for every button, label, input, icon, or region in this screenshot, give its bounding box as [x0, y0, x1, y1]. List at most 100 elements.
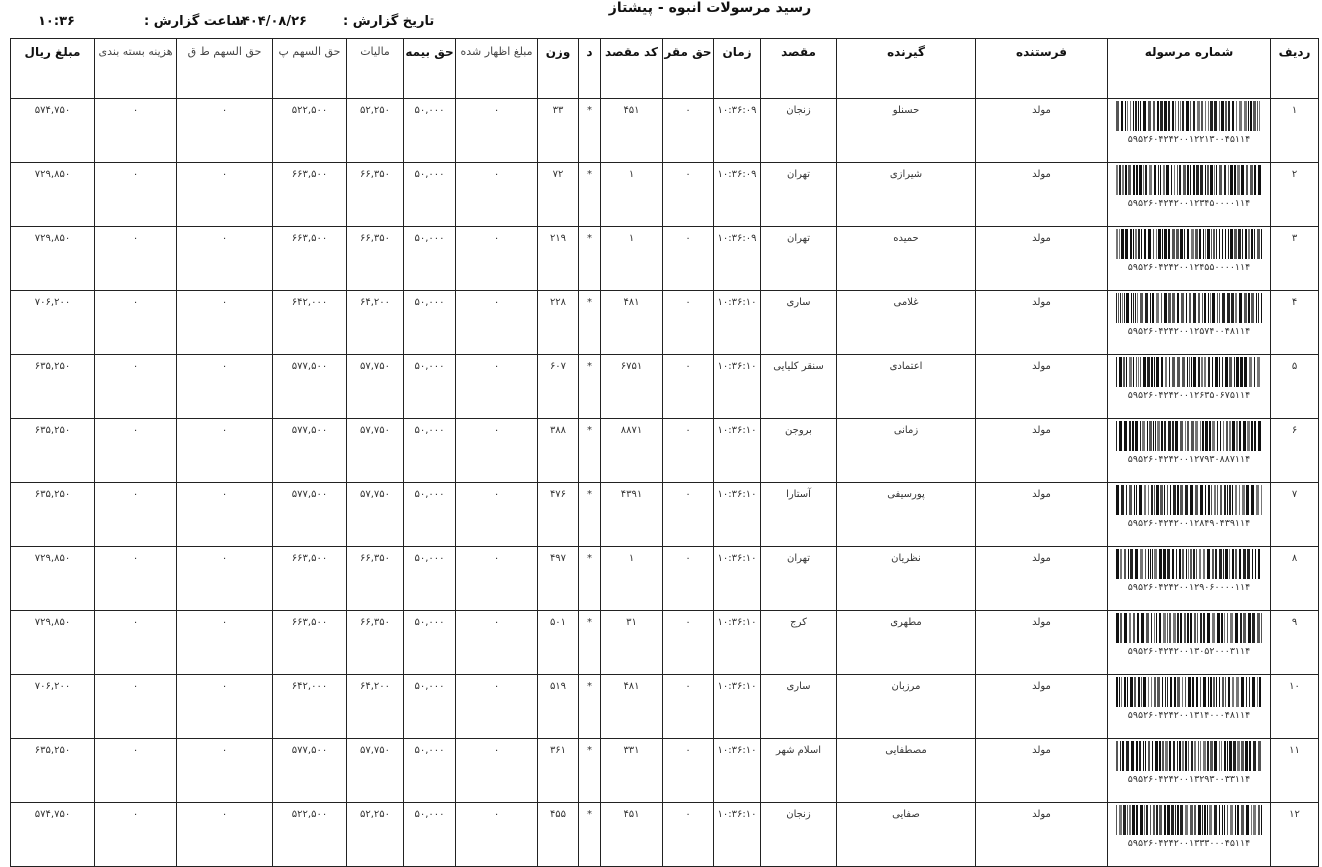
shipment-number: ۵۹۵۲۶۰۴۲۴۲۰۰۱۳۱۴۰۰۰۴۸۱۱۴ [1127, 710, 1251, 721]
cell-tax: ۶۶,۳۵۰ [346, 226, 404, 291]
barcode-bar [1214, 165, 1215, 195]
barcode-bar [1185, 421, 1186, 451]
barcode-bar [1252, 549, 1253, 579]
barcode-bar [1145, 165, 1147, 195]
barcode-bar [1167, 549, 1170, 579]
barcode-bar [1228, 677, 1230, 707]
cell-time: ۱۰:۳۶:۱۰ [713, 290, 761, 355]
barcode-bar [1244, 357, 1247, 387]
report-time-label: ساعت گزارش : [144, 14, 245, 29]
shipment-barcode-cell: ۵۹۵۲۶۰۴۲۴۲۰۰۱۲۲۱۳۰۰۴۵۱۱۴ [1107, 98, 1271, 163]
barcode-bar [1144, 485, 1146, 515]
barcode-bar [1140, 101, 1141, 131]
cell-time: ۱۰:۳۶:۱۰ [713, 802, 761, 867]
barcode-bar [1139, 165, 1142, 195]
barcode-bar [1220, 421, 1221, 451]
barcode-bar [1135, 549, 1138, 579]
cell-tax: ۵۲,۲۵۰ [346, 98, 404, 163]
barcode-bar [1174, 677, 1176, 707]
cell-dest: تهران [760, 546, 837, 611]
column-header: هزینه بسته بندی [94, 38, 177, 99]
barcode-bar [1177, 485, 1179, 515]
cell-time: ۱۰:۳۶:۱۰ [713, 546, 761, 611]
cell-share_p: ۵۲۲,۵۰۰ [272, 98, 347, 163]
cell-time: ۱۰:۳۶:۱۰ [713, 418, 761, 483]
barcode-bar [1258, 165, 1261, 195]
barcode-bar [1240, 357, 1243, 387]
cell-share_tq: ۰ [176, 802, 273, 867]
barcode-bar [1200, 677, 1201, 707]
barcode-bar [1219, 101, 1220, 131]
barcode-bar [1250, 101, 1252, 131]
barcode-bar [1175, 421, 1178, 451]
barcode-bar [1120, 613, 1122, 643]
barcode-bar [1120, 549, 1122, 579]
barcode-bar [1242, 485, 1245, 515]
barcode-bar [1138, 101, 1139, 131]
barcode-bar [1261, 805, 1262, 835]
cell-insurance: ۵۰,۰۰۰ [403, 546, 456, 611]
barcode-bar [1239, 293, 1242, 323]
barcode-bar [1227, 293, 1230, 323]
barcode-bar [1203, 677, 1206, 707]
cell-tax: ۶۶,۳۵۰ [346, 610, 404, 675]
barcode-bar [1134, 485, 1135, 515]
barcode-bar [1236, 101, 1237, 131]
barcode-bar [1194, 805, 1196, 835]
cell-packing: ۰ [94, 610, 177, 675]
barcode-bar [1140, 549, 1143, 579]
cell-share_p: ۵۷۷,۵۰۰ [272, 418, 347, 483]
shipment-barcode-cell: ۵۹۵۲۶۰۴۲۴۲۰۰۱۲۶۳۵۰۶۷۵۱۱۴ [1107, 354, 1271, 419]
barcode-bar [1191, 357, 1192, 387]
barcode-bar [1219, 549, 1222, 579]
barcode-bar [1208, 485, 1210, 515]
barcode-bar [1135, 229, 1137, 259]
barcode-bar [1216, 229, 1217, 259]
cell-n: ۷ [1270, 482, 1319, 547]
barcode-bar [1172, 549, 1174, 579]
barcode-bar [1186, 293, 1187, 323]
cell-weight: ۵۱۹ [537, 674, 579, 739]
column-header: فرستنده [975, 38, 1108, 99]
barcode-bar [1222, 677, 1224, 707]
barcode-bar [1156, 613, 1157, 643]
barcode-bar [1249, 677, 1250, 707]
barcode-bar [1202, 805, 1203, 835]
barcode-image [1116, 677, 1261, 707]
cell-n: ۳ [1270, 226, 1319, 291]
shipment-number: ۵۹۵۲۶۰۴۲۴۲۰۰۱۲۴۵۵۰۰۰۰۱۱۴ [1127, 262, 1251, 273]
barcode-bar [1229, 549, 1230, 579]
barcode-bar [1195, 229, 1198, 259]
cell-declared: ۰ [455, 98, 538, 163]
cell-maqar: ۰ [662, 290, 714, 355]
barcode-bar [1168, 229, 1170, 259]
barcode-bar [1138, 677, 1140, 707]
cell-sender: مولد [975, 546, 1108, 611]
barcode-bar [1116, 805, 1117, 835]
barcode-bar [1169, 357, 1170, 387]
barcode-bar [1191, 741, 1193, 771]
barcode-bar [1182, 357, 1185, 387]
barcode-bar [1157, 677, 1160, 707]
cell-share_tq: ۰ [176, 226, 273, 291]
barcode-bar [1131, 741, 1134, 771]
cell-d: * [578, 290, 601, 355]
barcode-bar [1210, 677, 1212, 707]
cell-share_p: ۶۶۳,۵۰۰ [272, 546, 347, 611]
barcode-bar [1259, 101, 1260, 131]
cell-d: * [578, 546, 601, 611]
barcode-bar [1163, 165, 1165, 195]
barcode-bar [1116, 677, 1118, 707]
barcode-bar [1124, 613, 1127, 643]
barcode-bar [1200, 485, 1203, 515]
barcode-bar [1127, 677, 1128, 707]
cell-receiver: اعتمادی [836, 354, 976, 419]
cell-share_tq: ۰ [176, 610, 273, 675]
barcode-bar [1123, 805, 1126, 835]
barcode-bar [1251, 229, 1253, 259]
cell-packing: ۰ [94, 354, 177, 419]
barcode-bar [1153, 805, 1155, 835]
cell-destcode: ۱ [600, 162, 663, 227]
cell-weight: ۴۵۵ [537, 802, 579, 867]
table-row: ۶ ۵۹۵۲۶۰۴۲۴۲۰۰۱۲۷۹۳۰۸۸۷۱۱۴ مولد زمانی بروجن ۱… [10, 418, 1319, 483]
